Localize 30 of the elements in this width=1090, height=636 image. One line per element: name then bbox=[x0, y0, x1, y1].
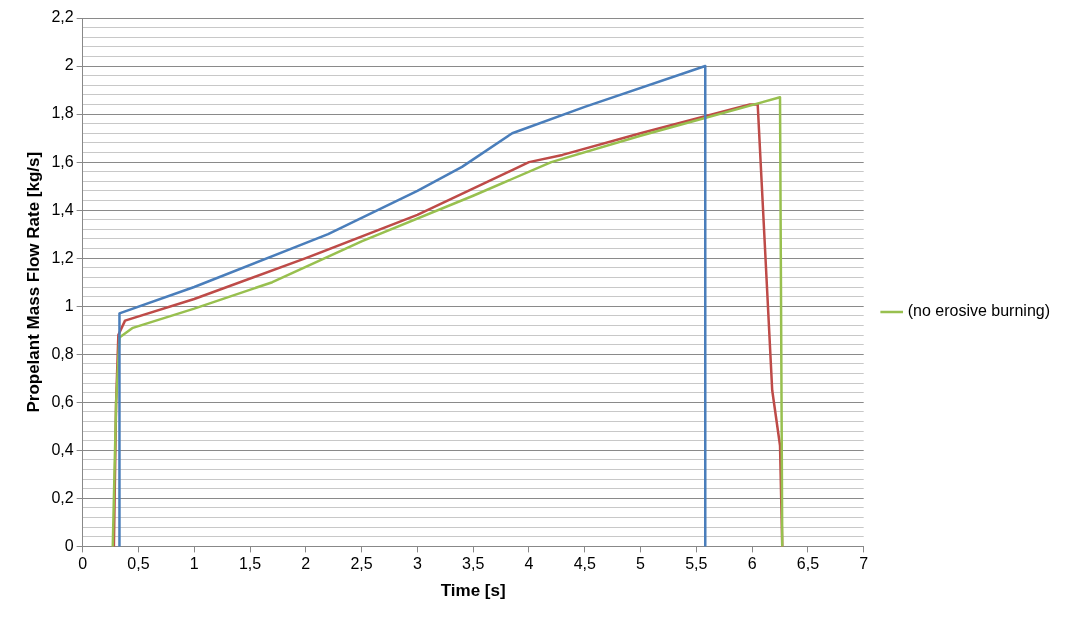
x-tick-label: 7 bbox=[859, 555, 869, 573]
x-tick-label: 5 bbox=[636, 555, 646, 573]
y-tick-label: 0 bbox=[64, 536, 74, 554]
x-tick-label: 0,5 bbox=[127, 555, 150, 573]
y-tick-label: 1,2 bbox=[51, 248, 74, 266]
x-tick-label: 1,5 bbox=[238, 555, 262, 573]
y-tick-label: 1 bbox=[64, 296, 74, 314]
x-tick-label: 3 bbox=[412, 555, 422, 573]
x-tick-label: 2 bbox=[301, 555, 311, 573]
y-tick-label: 0,8 bbox=[51, 344, 74, 362]
x-tick-label: 1 bbox=[189, 555, 199, 573]
x-tick-label: 0 bbox=[78, 555, 88, 573]
y-tick-label: 2,2 bbox=[51, 8, 74, 26]
y-tick-label: 0,4 bbox=[51, 440, 74, 458]
x-axis-title: Time [s] bbox=[440, 581, 506, 601]
y-tick-label: 2 bbox=[64, 56, 74, 74]
x-tick-label: 6,5 bbox=[796, 555, 820, 573]
y-tick-label: 1,4 bbox=[51, 200, 74, 218]
x-tick-label: 4 bbox=[524, 555, 534, 573]
x-tick-label: 6 bbox=[747, 555, 757, 573]
y-tick-label: 1,8 bbox=[51, 104, 74, 122]
y-tick-label: 1,6 bbox=[51, 152, 74, 170]
y-tick-label: 0,2 bbox=[51, 488, 74, 506]
x-tick-label: 4,5 bbox=[573, 555, 596, 573]
x-tick-label: 5,5 bbox=[685, 555, 708, 573]
x-tick-label: 2,5 bbox=[350, 555, 373, 573]
y-tick-label: 0,6 bbox=[51, 392, 74, 410]
x-tick-label: 3,5 bbox=[462, 555, 485, 573]
legend-label: (no erosive burning) bbox=[907, 302, 1050, 320]
y-axis-title: Propelant Mass Flow Rate [kg/s] bbox=[23, 151, 43, 413]
